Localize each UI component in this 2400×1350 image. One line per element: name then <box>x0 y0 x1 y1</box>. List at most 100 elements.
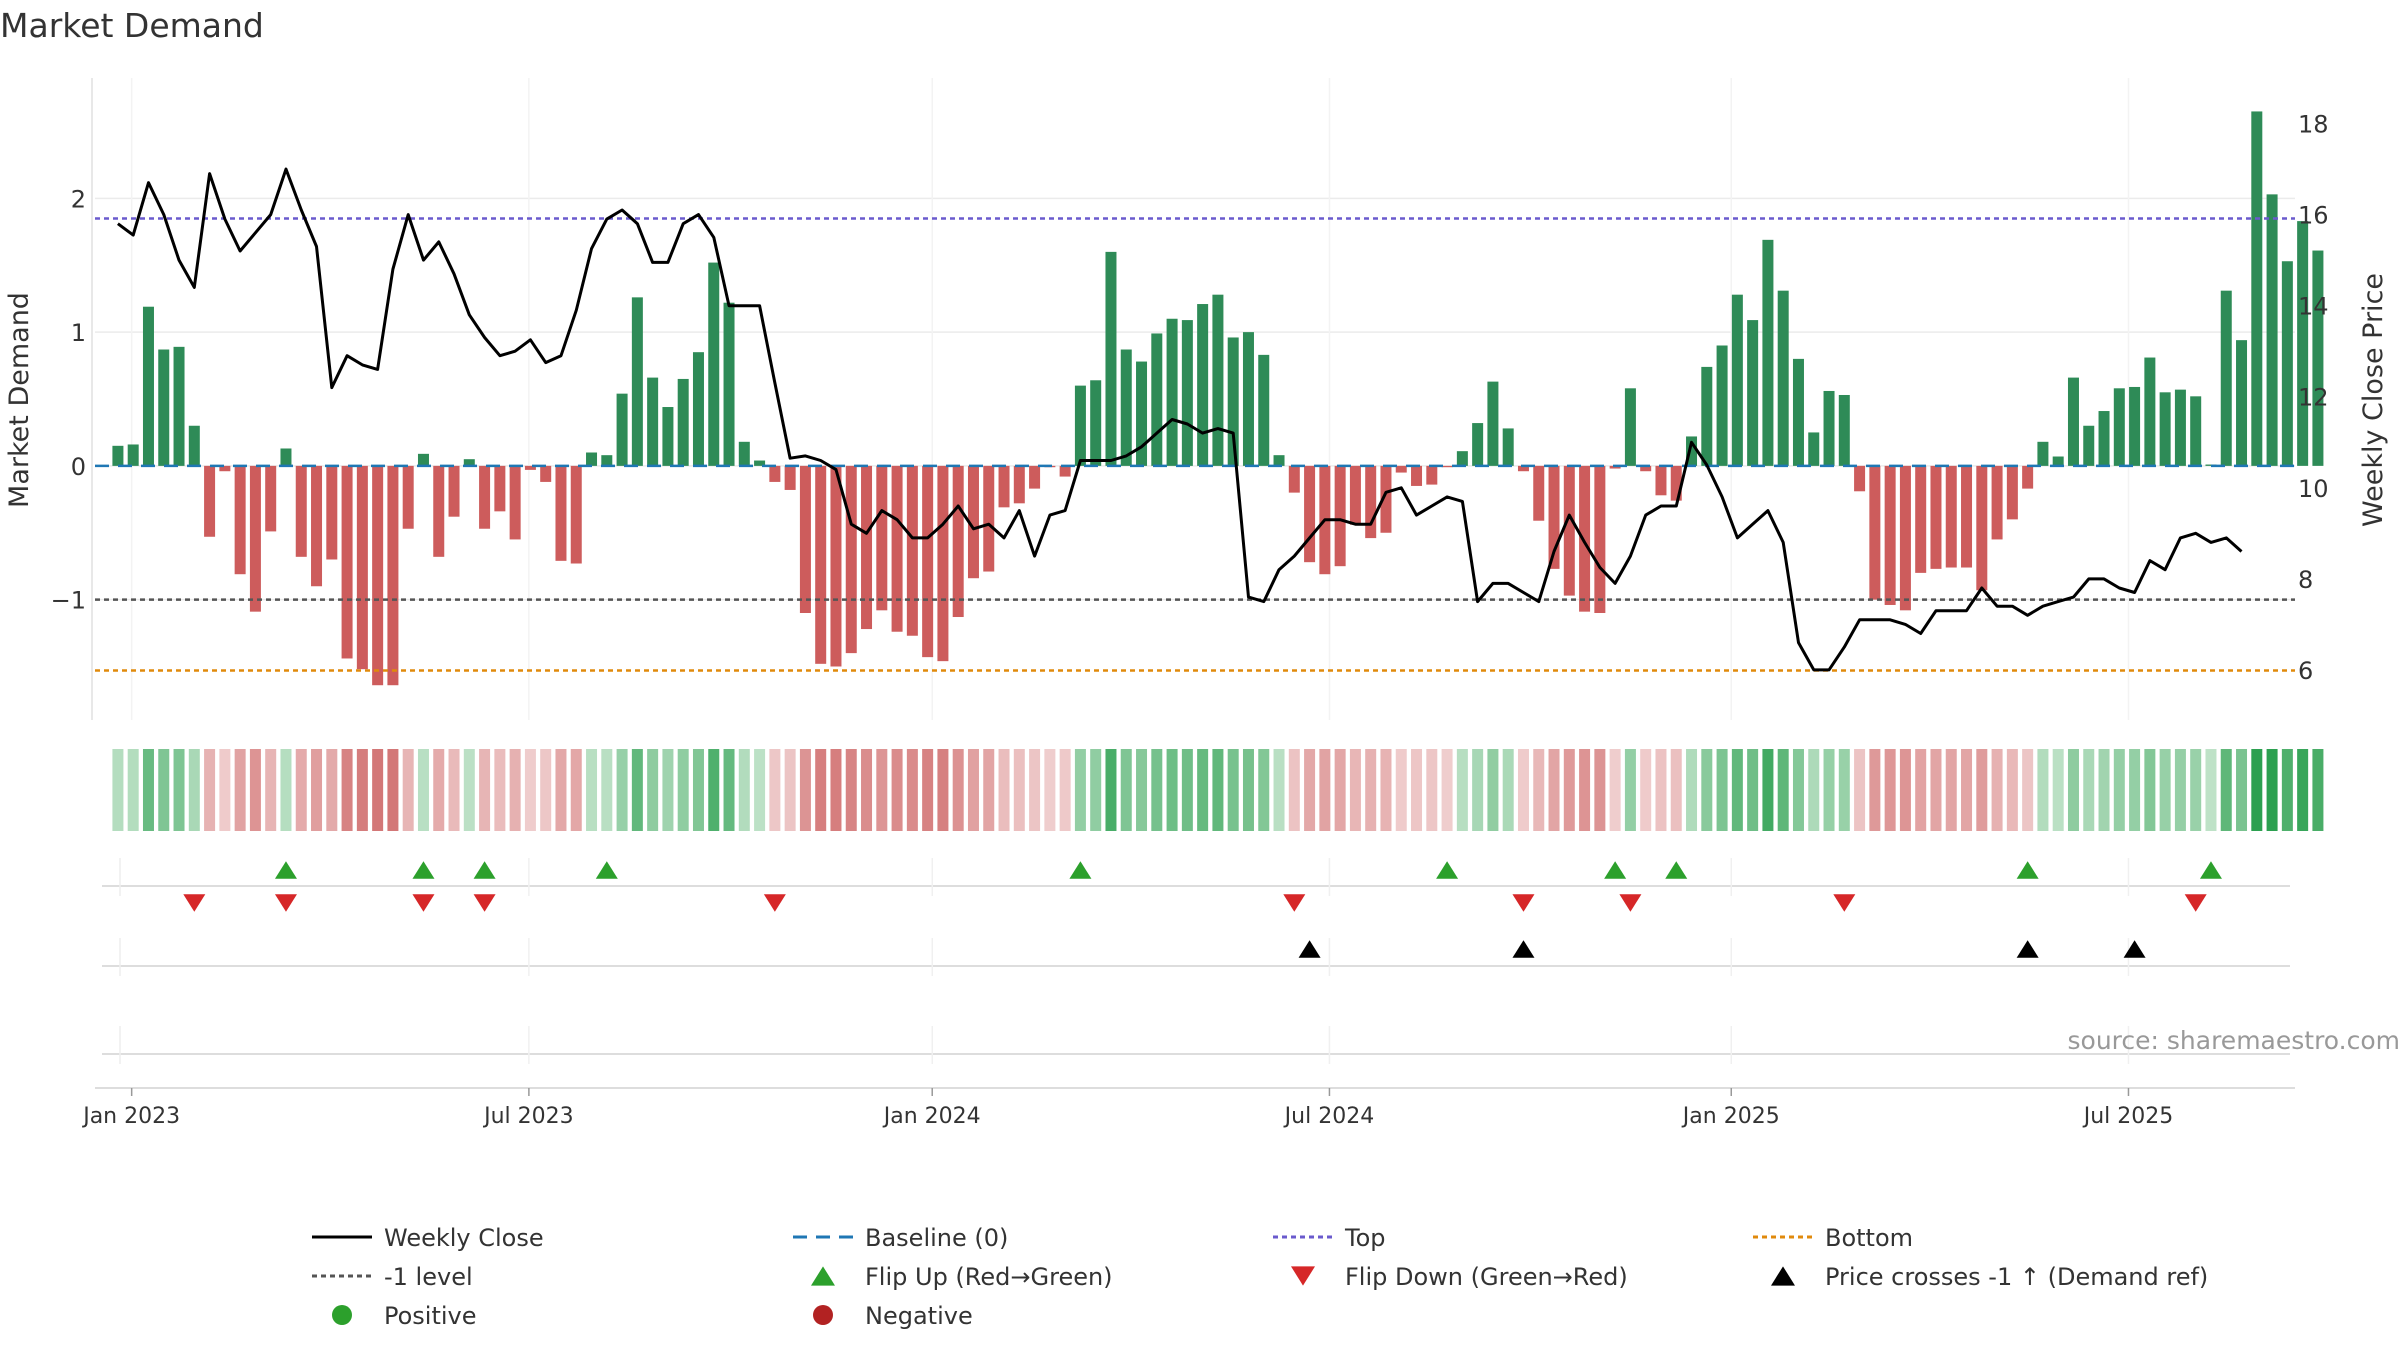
demand-bar <box>1472 423 1484 466</box>
flip-up-marker <box>1665 861 1688 879</box>
demand-bar <box>341 465 353 659</box>
legend-label: Price crosses -1 ↑ (Demand ref) <box>1825 1263 2208 1291</box>
demand-bar <box>1074 385 1086 466</box>
heat-strip-cell <box>922 749 934 831</box>
heat-strip-cell <box>1624 749 1636 831</box>
heat-strip-cell <box>2312 749 2324 831</box>
legend: Weekly Close Baseline (0) Top Bottom -1 leve… <box>312 1224 2208 1330</box>
demand-bar <box>1288 465 1300 493</box>
heat-strip-cell <box>402 749 414 831</box>
heat-strip-cell <box>937 749 949 831</box>
x-tick-label: Jul 2025 <box>2082 1104 2174 1129</box>
heat-strip-cell <box>1945 749 1957 831</box>
heat-strip-cell <box>891 749 903 831</box>
heat-strip-cell <box>1502 749 1514 831</box>
demand-bar <box>1456 451 1468 466</box>
heat-strip-cell <box>799 749 811 831</box>
price-cross-marker <box>1298 940 1321 958</box>
heat-strip-cell <box>1426 749 1438 831</box>
heat-strip-cell <box>1166 749 1178 831</box>
demand-bar <box>983 465 995 572</box>
demand-bar <box>830 465 842 667</box>
heat-strip-cell <box>509 749 521 831</box>
heat-strip-cell <box>738 749 750 831</box>
heat-strip-cell <box>479 749 491 831</box>
demand-bar <box>2022 465 2034 489</box>
demand-bar <box>2251 111 2263 466</box>
flip-down-marker <box>2184 894 2207 912</box>
demand-bar <box>2098 411 2110 466</box>
demand-bar <box>1136 361 1148 466</box>
heat-strip-cell <box>2006 749 2018 831</box>
demand-bar <box>906 465 918 636</box>
demand-bar <box>570 465 582 564</box>
demand-bar <box>815 465 827 664</box>
demand-bar <box>1380 465 1392 533</box>
heat-strip-cell <box>1517 749 1529 831</box>
heat-strip-cell <box>249 749 261 831</box>
demand-bar <box>2067 377 2079 466</box>
demand-bar <box>1884 465 1896 605</box>
demand-bar <box>754 460 766 466</box>
demand-bar <box>2205 464 2217 466</box>
legend-swatch <box>1771 1266 1795 1286</box>
right-tick-label: 8 <box>2298 566 2313 594</box>
demand-bar <box>1792 358 1804 466</box>
demand-bar <box>586 452 598 466</box>
heat-strip-cell <box>1365 749 1377 831</box>
demand-bar <box>2236 340 2248 466</box>
heat-strip-cell <box>692 749 704 831</box>
flip-down-marker <box>763 894 786 912</box>
flip-up-marker <box>595 861 618 879</box>
demand-bar <box>1655 465 1667 496</box>
demand-bar <box>509 465 521 540</box>
flip-up-marker <box>274 861 297 879</box>
flip-down-marker <box>412 894 435 912</box>
demand-bar <box>2006 465 2018 520</box>
flip-up-marker <box>2199 861 2222 879</box>
heat-strip-cell <box>845 749 857 831</box>
demand-bar <box>1105 251 1117 466</box>
heat-strip-cell <box>204 749 216 831</box>
heat-strip-cell <box>2037 749 2049 831</box>
heat-strip-cell <box>1242 749 1254 831</box>
heat-strip-cell <box>2205 749 2217 831</box>
heat-strip-cell <box>2281 749 2293 831</box>
demand-bar <box>601 455 613 466</box>
heat-strip-cell <box>448 749 460 831</box>
heat-strip-cell <box>1059 749 1071 831</box>
demand-bar <box>265 465 277 532</box>
demand-bar <box>188 425 200 466</box>
legend-swatch <box>1291 1266 1315 1286</box>
right-tick-label: 6 <box>2298 657 2313 685</box>
heat-strip-cell <box>2144 749 2156 831</box>
heat-strip-cell <box>1044 749 1056 831</box>
flip-up-marker <box>473 861 496 879</box>
demand-bar <box>1304 465 1316 563</box>
heat-strip-cell <box>142 749 154 831</box>
demand-bar <box>1640 465 1652 472</box>
demand-bar <box>967 465 979 579</box>
demand-bar <box>1487 381 1499 466</box>
legend-swatch <box>811 1266 835 1286</box>
heat-strip-cell <box>631 749 643 831</box>
heat-strip-cell <box>1304 749 1316 831</box>
heat-strip-cell <box>1869 749 1881 831</box>
heat-strip-cell <box>1136 749 1148 831</box>
heat-strip-cell <box>983 749 995 831</box>
heat-strip-cell <box>1854 749 1866 831</box>
demand-bar <box>677 378 689 466</box>
demand-bar <box>937 465 949 662</box>
demand-bar <box>1731 294 1743 466</box>
heat-strip-cell <box>1074 749 1086 831</box>
heat-strip-cell <box>570 749 582 831</box>
legend-label: Negative <box>865 1302 973 1330</box>
right-tick-label: 18 <box>2298 111 2329 139</box>
price-cross-marker <box>2016 940 2039 958</box>
heat-strip-cell <box>1029 749 1041 831</box>
demand-bar <box>1838 394 1850 466</box>
demand-bar <box>295 465 307 557</box>
demand-bar <box>723 302 735 466</box>
heat-strip-cell <box>2159 749 2171 831</box>
